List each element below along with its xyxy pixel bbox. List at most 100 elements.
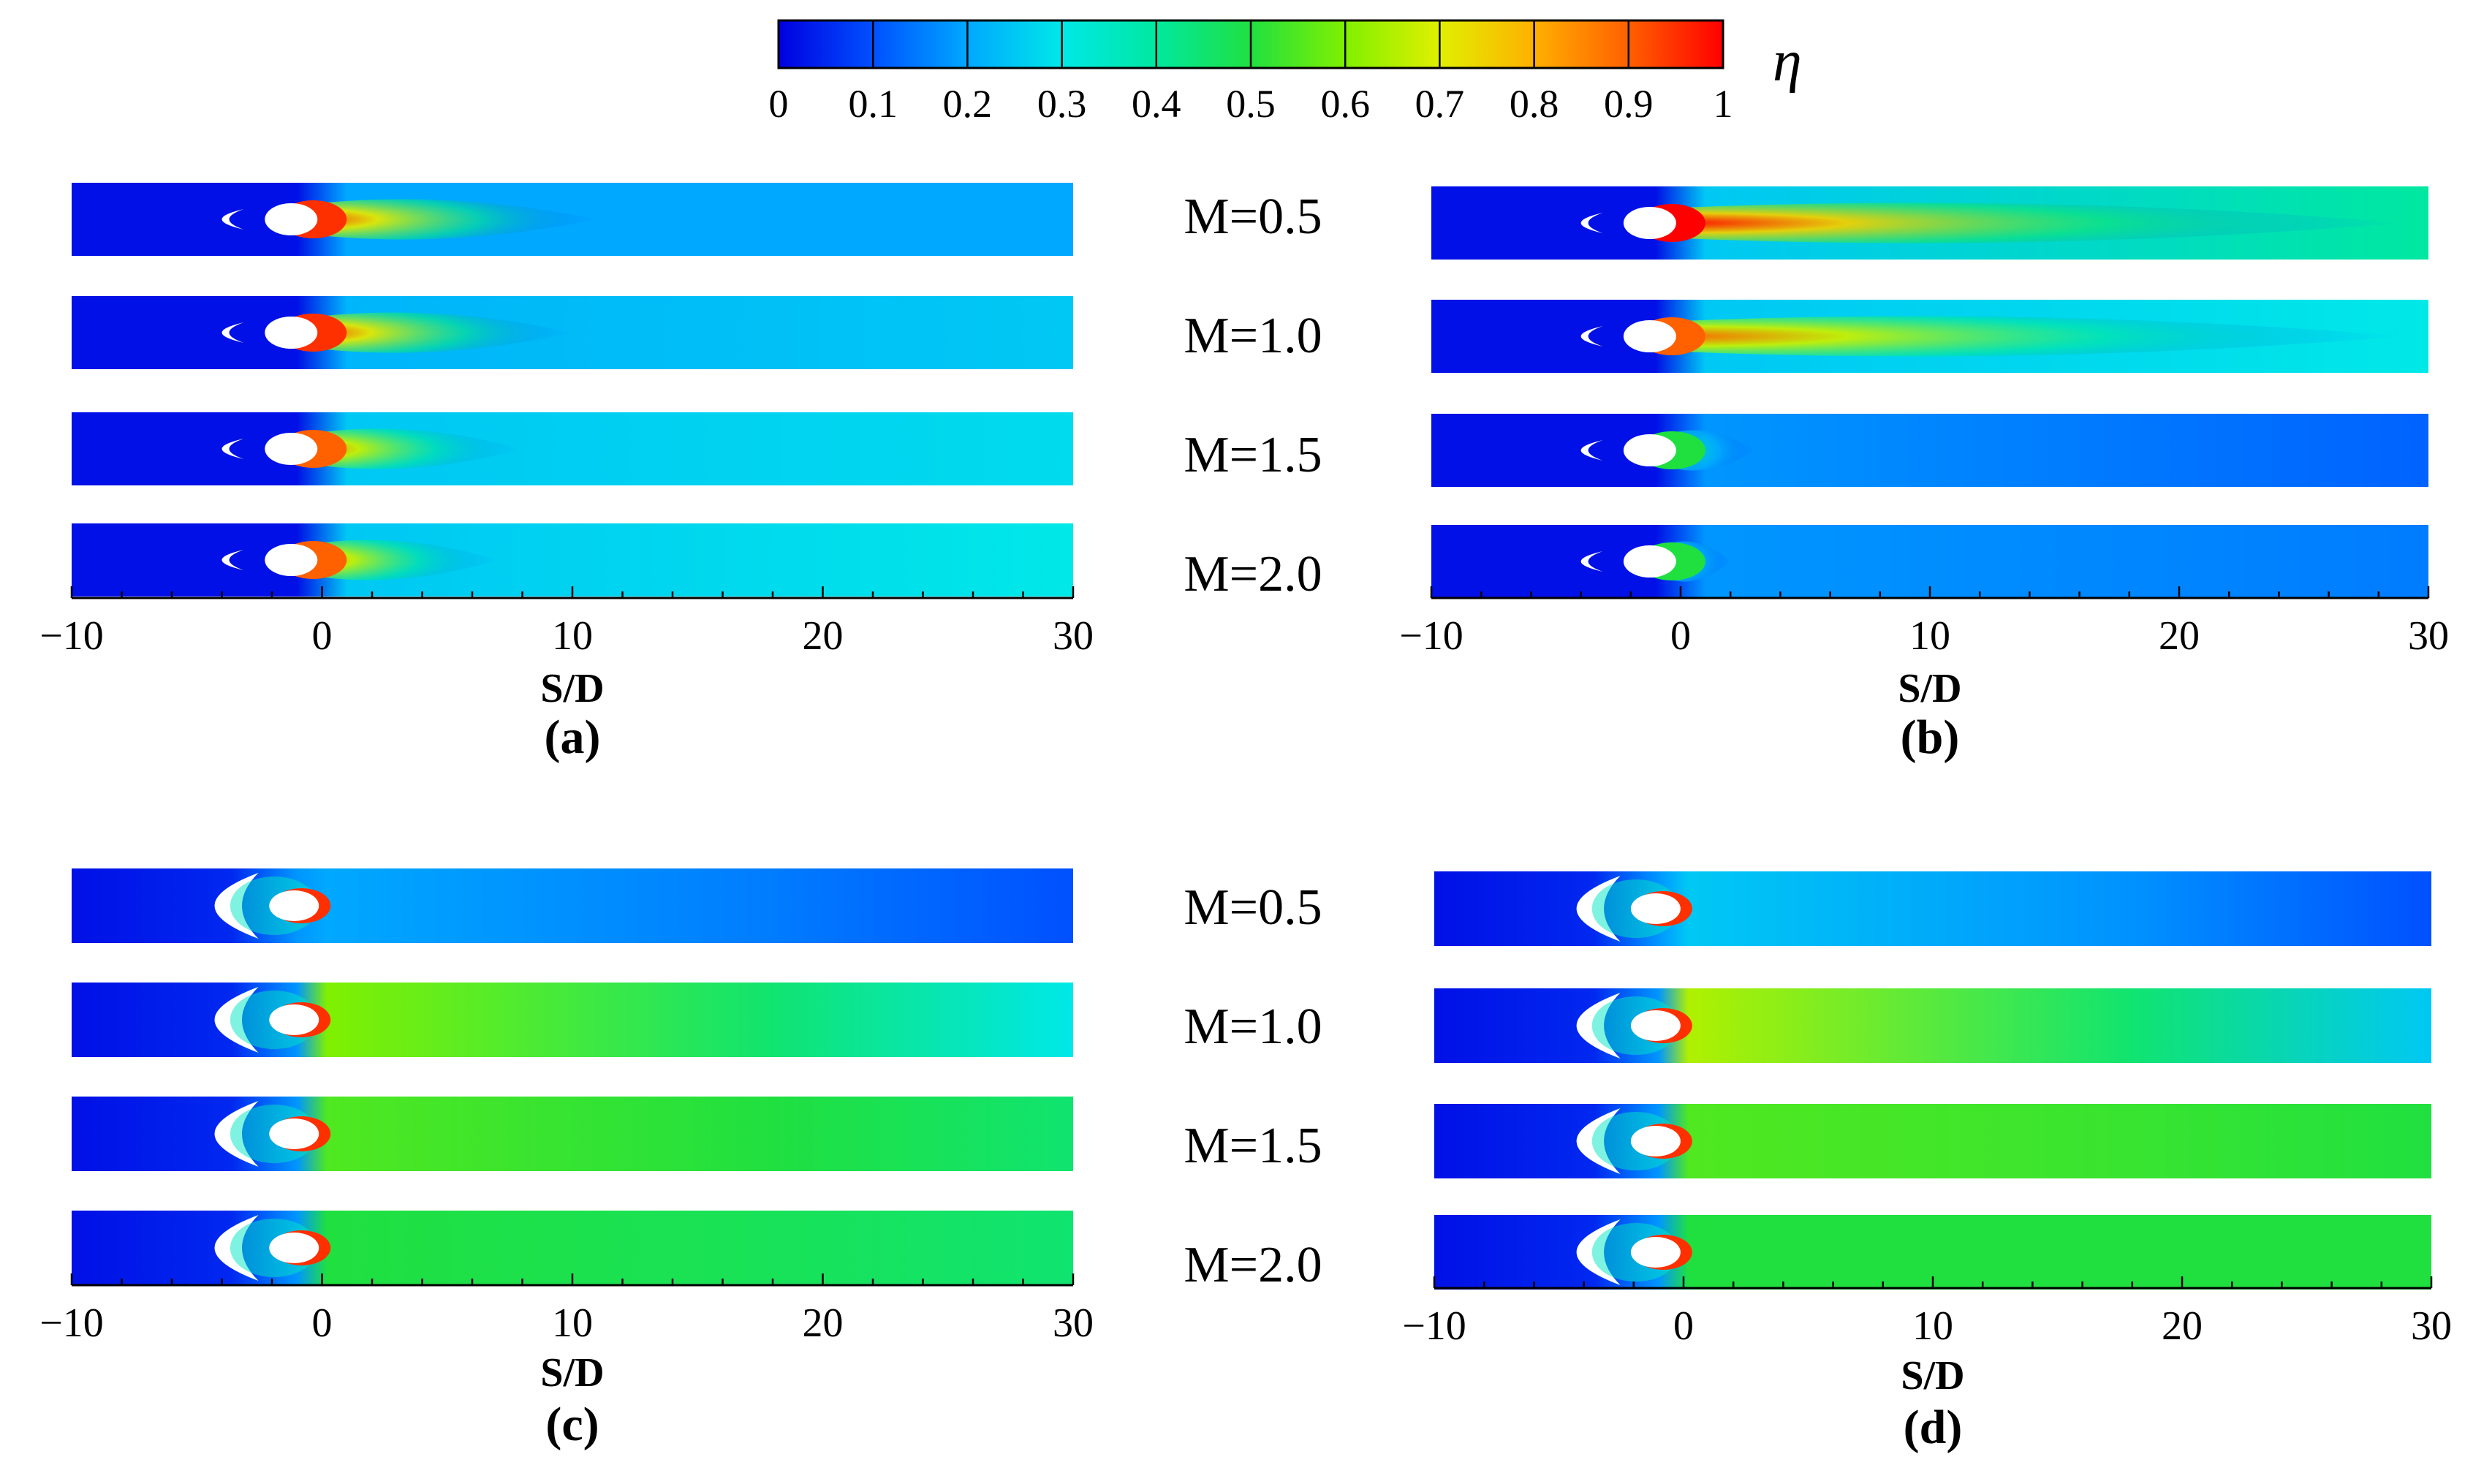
panel-d: −10 0 10 20 30 S/D(d) [1402, 871, 2452, 1454]
upstream-crescent [1580, 551, 1603, 572]
colorbar-tick-label: 0.6 [1320, 82, 1370, 126]
coolant-plume [304, 312, 572, 353]
x-tick-label: 20 [2162, 1303, 2203, 1349]
x-axis-title: S/D [1901, 1353, 1964, 1398]
m-label: M=1.5 [1184, 1118, 1322, 1174]
m-label: M=0.5 [1184, 879, 1322, 936]
colorbar-tick-label: 0.3 [1037, 82, 1087, 126]
film-hole [265, 433, 318, 465]
panel-a: −10 0 10 20 30 S/D(a) [39, 183, 1094, 764]
m-label: M=0.5 [1184, 189, 1322, 245]
upstream-crescent [1580, 213, 1603, 233]
x-axis-title: S/D [540, 666, 604, 711]
x-tick-label: 10 [1909, 613, 1950, 659]
x-axis-title: S/D [1898, 666, 1961, 711]
x-axis-title: S/D [540, 1350, 604, 1396]
x-tick-label: 30 [2408, 613, 2449, 659]
film-hole [265, 544, 318, 576]
film-hole [269, 890, 319, 921]
x-axis: −10 0 10 20 30 [1399, 586, 2449, 659]
upstream-crescent [221, 322, 244, 343]
x-tick-label: 30 [2411, 1303, 2452, 1349]
x-tick-label: −10 [1399, 613, 1463, 659]
x-tick-label: 0 [1673, 1303, 1694, 1349]
panel-c: −10 0 10 20 30 S/D(c) [39, 868, 1094, 1451]
coolant-plume [304, 428, 523, 469]
x-tick-label: 10 [552, 613, 593, 659]
film-hole [265, 203, 318, 235]
contour-strip [72, 1097, 1073, 1171]
contour-strip [72, 523, 1073, 597]
contour-field [72, 412, 1073, 485]
x-tick-label: 10 [552, 1301, 593, 1346]
contour-strip [1434, 1104, 2431, 1178]
film-hole [1623, 320, 1676, 352]
x-axis: −10 0 10 20 30 [39, 586, 1094, 659]
film-hole [269, 1004, 319, 1035]
contour-strip [72, 296, 1073, 369]
film-hole [1623, 545, 1676, 578]
x-tick-label: −10 [1402, 1303, 1466, 1349]
colorbar-tick-label: 0.1 [848, 82, 898, 126]
contour-strip [1431, 300, 2428, 373]
upstream-crescent [1580, 440, 1603, 461]
film-hole [1623, 434, 1676, 466]
m-label: M=1.0 [1184, 999, 1322, 1055]
contour-strip [1434, 1215, 2431, 1290]
film-hole [1630, 1010, 1681, 1041]
contour-strip [1434, 871, 2431, 946]
x-tick-label: 20 [803, 1301, 844, 1346]
coolant-plume [304, 199, 598, 240]
upstream-crescent [221, 439, 244, 459]
contour-strip [72, 183, 1073, 256]
x-tick-label: −10 [39, 613, 104, 659]
coolant-plume [304, 540, 498, 580]
colorbar-tick-label: 0.5 [1226, 82, 1276, 126]
m-label: M=2.0 [1184, 546, 1322, 602]
panel-b: −10 0 10 20 30 S/D(b) [1399, 186, 2449, 764]
upstream-crescent [1580, 326, 1603, 347]
colorbar-tick-label: 1 [1714, 82, 1733, 126]
colorbar-symbol: η [1773, 29, 1802, 94]
panel-label: (a) [545, 711, 601, 764]
colorbar-tick-label: 0.4 [1132, 82, 1181, 126]
film-hole [1630, 1126, 1681, 1156]
panel-label: (b) [1901, 711, 1960, 764]
x-tick-label: −10 [39, 1301, 104, 1346]
film-hole [1623, 207, 1676, 239]
contour-field [1431, 525, 2428, 598]
contour-strip [72, 868, 1073, 943]
contour-field [1431, 414, 2428, 487]
colorbar-tick-label: 0.7 [1415, 82, 1465, 126]
colorbar-tick-label: 0 [769, 82, 789, 126]
m-label: M=1.5 [1184, 427, 1322, 483]
film-hole [269, 1233, 319, 1263]
contour-strip [1434, 988, 2431, 1063]
upstream-crescent [221, 550, 244, 570]
x-tick-label: 10 [1912, 1303, 1953, 1349]
x-axis: −10 0 10 20 30 [1402, 1276, 2452, 1349]
colorbar-tick-label: 0.9 [1604, 82, 1654, 126]
contour-strip [1431, 525, 2428, 598]
upstream-crescent [221, 209, 244, 230]
film-hole [1630, 1237, 1681, 1268]
m-label: M=1.0 [1184, 308, 1322, 364]
contour-strip [72, 412, 1073, 485]
panel-label: (c) [545, 1398, 599, 1451]
x-tick-label: 0 [312, 1301, 333, 1346]
coolant-plume [1662, 202, 2404, 243]
colorbar: 0 0.1 0.2 0.3 0.4 0.5 0.6 0.7 0.8 0.9 1 η [769, 19, 1802, 126]
contour-strip [1431, 186, 2428, 260]
x-tick-label: 30 [1053, 1301, 1094, 1346]
x-tick-label: 30 [1053, 613, 1094, 659]
x-tick-label: 20 [2159, 613, 2200, 659]
x-tick-label: 0 [1670, 613, 1691, 659]
colorbar-tick-label: 0.8 [1510, 82, 1559, 126]
coolant-plume [1662, 316, 2404, 357]
contour-strip [72, 983, 1073, 1057]
contour-strip [72, 1211, 1073, 1285]
x-tick-label: 0 [312, 613, 333, 659]
m-label: M=2.0 [1184, 1237, 1322, 1293]
film-hole [269, 1118, 319, 1149]
